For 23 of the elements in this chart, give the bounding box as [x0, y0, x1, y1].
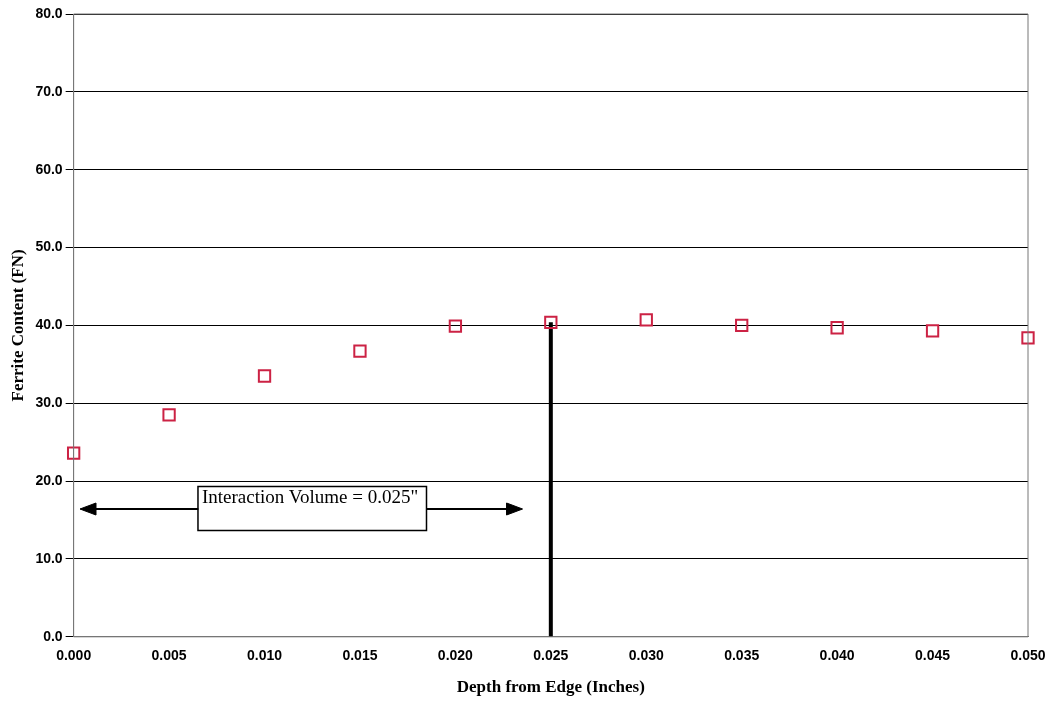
x-axis-title: Depth from Edge (Inches): [456, 677, 645, 697]
x-tick-label: 0.040: [819, 647, 855, 664]
y-tick-label: 20.0: [35, 471, 63, 488]
x-tick-label: 0.030: [628, 647, 664, 664]
y-axis-title: Ferrite Content (FN): [7, 249, 27, 402]
y-tick-label: 50.0: [35, 238, 63, 255]
x-tick-label: 0.035: [724, 647, 760, 664]
x-tick-label: 0.010: [246, 647, 283, 664]
y-tick-label: 10.0: [35, 549, 63, 566]
y-tick-label: 70.0: [35, 82, 63, 99]
x-tick-label: 0.025: [533, 647, 569, 664]
x-tick-label: 0.050: [1010, 647, 1046, 664]
y-tick-label: 0.0: [43, 627, 63, 644]
y-tick-label: 40.0: [35, 316, 63, 333]
x-tick-label: 0.015: [342, 647, 378, 664]
y-tick-label: 30.0: [35, 394, 63, 411]
x-tick-label: 0.005: [151, 647, 187, 664]
x-tick-label: 0.000: [56, 647, 92, 664]
x-tick-label: 0.045: [915, 647, 951, 664]
x-tick-label: 0.020: [437, 647, 474, 664]
y-tick-label: 80.0: [35, 4, 63, 21]
y-tick-label: 60.0: [35, 160, 63, 177]
annotation: Interaction Volume = 0.025": [201, 486, 419, 508]
